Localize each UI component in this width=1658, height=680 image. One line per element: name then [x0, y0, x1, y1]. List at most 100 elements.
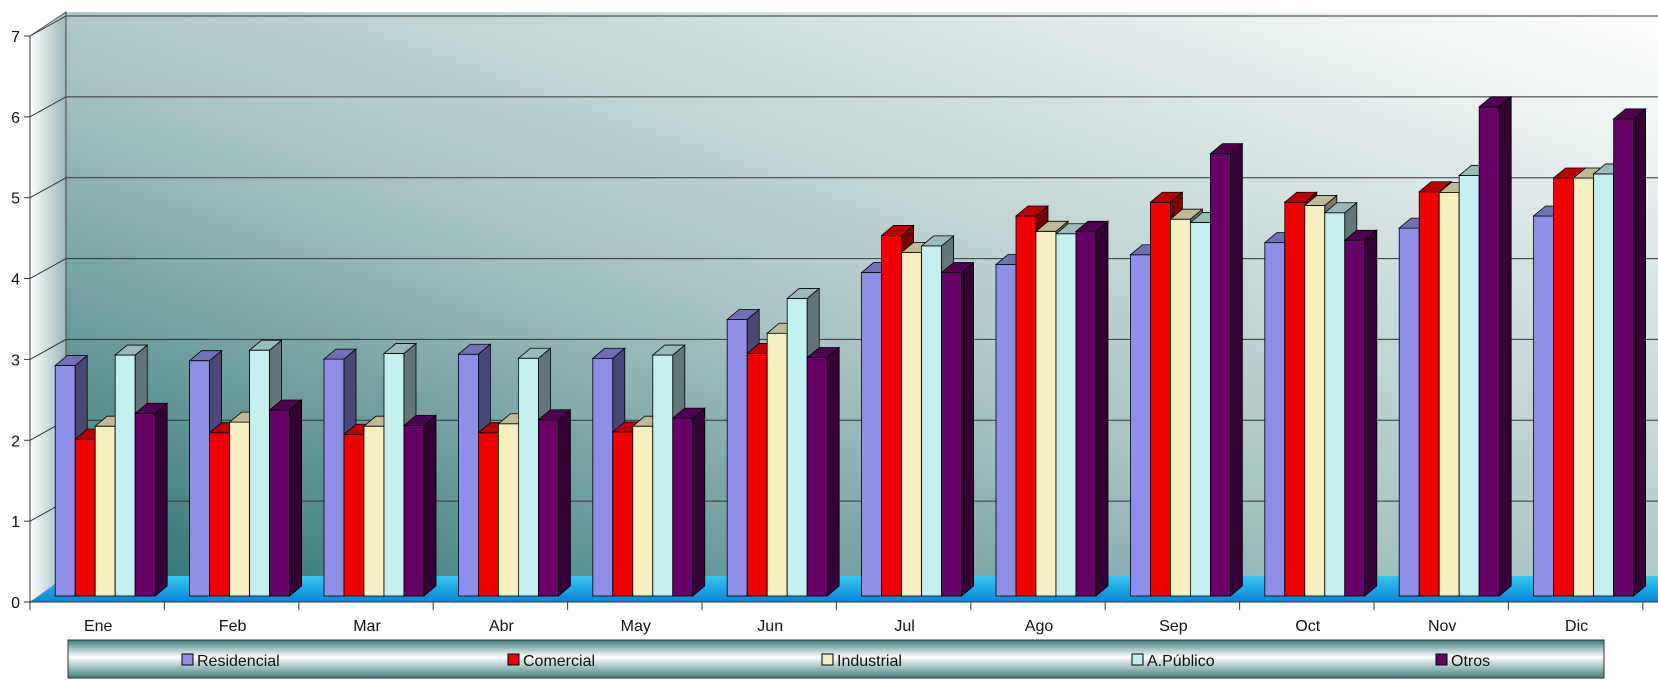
x-tick-label: Oct: [1295, 618, 1320, 635]
bar-front: [652, 354, 674, 597]
bar-front: [457, 353, 479, 597]
bar-front: [1478, 106, 1500, 597]
bar-top: [1343, 229, 1378, 241]
bar-top: [537, 409, 572, 421]
bar-front: [189, 360, 211, 597]
bar-front: [343, 433, 365, 597]
bar-top: [726, 309, 761, 320]
bar-front: [746, 353, 768, 597]
bar-top: [1283, 191, 1318, 203]
bar: [1074, 220, 1110, 597]
bar-front: [1264, 242, 1286, 597]
x-tick-label: Sep: [1159, 618, 1188, 635]
bar-front: [209, 432, 231, 597]
bar-front: [403, 424, 425, 597]
bar-top: [1303, 195, 1338, 206]
bar-top: [940, 262, 975, 273]
x-axis: Ene Feb Mar Abr May Jun Jul Ago Sep Oct Nov Dic: [29, 601, 1658, 635]
legend-swatch: [821, 653, 834, 666]
bar-side: [692, 407, 706, 597]
bar-front: [54, 365, 76, 597]
bar-top: [1169, 208, 1204, 220]
bar-top: [651, 344, 686, 356]
bar-front: [518, 357, 539, 597]
bar-front: [1190, 222, 1211, 597]
bar-front: [134, 412, 156, 597]
x-tick-label: Jul: [894, 618, 914, 635]
bar-top: [806, 347, 841, 358]
bar-front: [1210, 153, 1231, 597]
floor: [30, 576, 1658, 602]
bar-front: [477, 432, 499, 597]
bar-front: [881, 234, 902, 597]
bar-top: [322, 348, 358, 360]
y-tick-label: 7: [11, 29, 20, 46]
bar-front: [114, 354, 136, 597]
bar-front: [249, 349, 271, 597]
bar: [940, 261, 975, 597]
bar-side: [154, 402, 168, 597]
bar: [537, 408, 572, 597]
y-tick-label: 6: [11, 110, 20, 127]
y-tick-label: 5: [11, 191, 20, 208]
bar-front: [1170, 218, 1191, 597]
bar-front: [995, 264, 1017, 597]
bar-side: [1364, 229, 1378, 597]
bar-top: [1034, 220, 1070, 232]
bar-top: [134, 402, 169, 414]
x-tick-label: Abr: [489, 618, 515, 635]
bar-front: [363, 425, 385, 597]
bar-front: [1284, 201, 1306, 597]
bar: [268, 399, 303, 597]
bars: [54, 95, 1647, 597]
bar-front: [538, 419, 559, 597]
bar-side: [558, 408, 571, 597]
bar-front: [1344, 239, 1366, 597]
bar-top: [1209, 143, 1244, 155]
bar-front: [1613, 118, 1634, 597]
bar-top: [248, 339, 283, 351]
legend-item: Otros: [1435, 653, 1490, 670]
bar-top: [402, 414, 438, 426]
bar: [1478, 95, 1513, 597]
bar-front: [1458, 175, 1480, 597]
bar-front: [94, 425, 116, 597]
bar-front: [592, 357, 614, 597]
bar-top: [591, 347, 626, 359]
bar-side: [1633, 108, 1646, 597]
bar-front: [1438, 192, 1460, 597]
x-tick-label: Feb: [219, 618, 247, 635]
y-tick-label: 4: [11, 272, 20, 289]
bar-front: [1398, 227, 1420, 597]
x-tick-label: Ago: [1025, 618, 1054, 635]
legend-swatch: [1131, 653, 1144, 666]
legend-box: [67, 639, 1605, 679]
bar-front: [383, 353, 405, 597]
bar-top: [517, 347, 552, 359]
bar-front: [1150, 201, 1171, 597]
bar: [134, 402, 169, 597]
bar-side: [826, 346, 840, 597]
bar-side: [1230, 142, 1243, 597]
legend-label: A.Público: [1147, 653, 1215, 670]
bar-front: [1553, 177, 1574, 597]
bar-front: [1075, 230, 1097, 597]
bar-front: [1130, 254, 1151, 597]
legend-label: Comercial: [523, 653, 595, 670]
legend-label: Otros: [1451, 653, 1490, 670]
bar-front: [726, 319, 748, 597]
bar-front: [941, 272, 962, 597]
legend-item: Residencial: [181, 653, 280, 670]
bar-front: [901, 251, 922, 597]
legend-swatch: [507, 653, 520, 666]
bar-front: [74, 438, 96, 597]
legend-item: A.Público: [1131, 653, 1215, 670]
bar-front: [632, 425, 654, 597]
x-tick-label: Nov: [1428, 618, 1456, 635]
bar-front: [323, 358, 345, 597]
bar-front: [766, 332, 788, 597]
bar-front: [1035, 230, 1057, 597]
bar-top: [1149, 191, 1184, 203]
bar-top: [671, 407, 706, 419]
